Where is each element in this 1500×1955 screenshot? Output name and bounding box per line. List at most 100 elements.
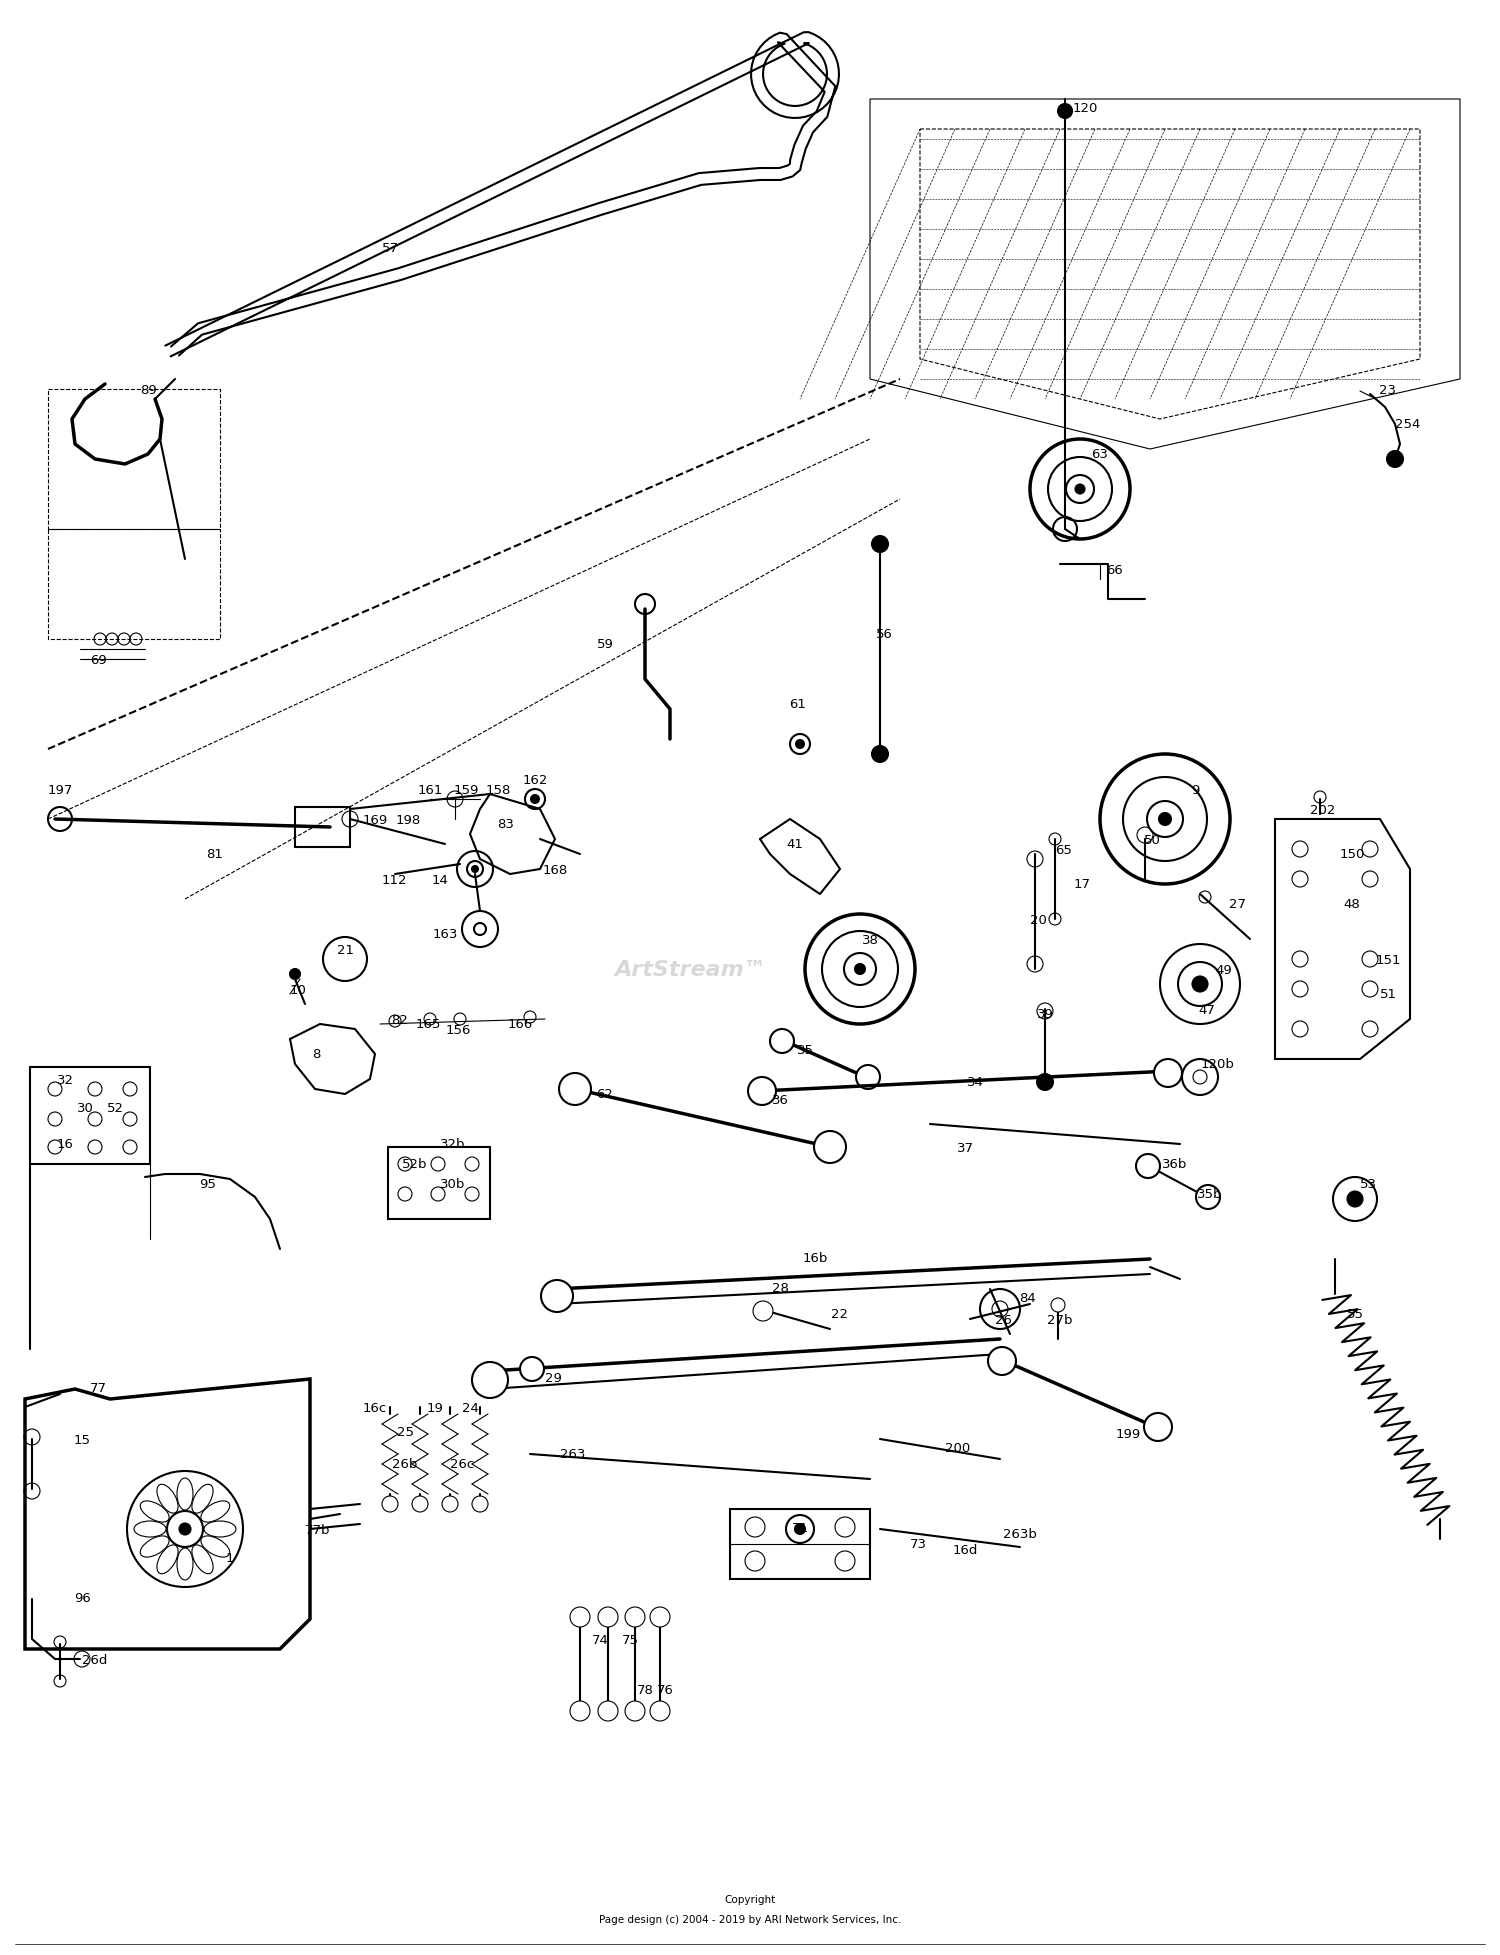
Circle shape <box>598 1607 618 1627</box>
Text: 16b: 16b <box>802 1251 828 1263</box>
Text: Page design (c) 2004 - 2019 by ARI Network Services, Inc.: Page design (c) 2004 - 2019 by ARI Netwo… <box>598 1914 902 1924</box>
Circle shape <box>1058 106 1072 119</box>
Circle shape <box>542 1281 573 1312</box>
Text: 38: 38 <box>861 933 879 946</box>
Text: 16d: 16d <box>952 1542 978 1556</box>
Text: 27: 27 <box>1230 897 1246 911</box>
Text: 28: 28 <box>771 1281 789 1294</box>
Text: 159: 159 <box>453 784 478 796</box>
Ellipse shape <box>177 1548 194 1580</box>
Circle shape <box>748 1077 776 1105</box>
Circle shape <box>855 964 865 974</box>
Circle shape <box>178 1523 190 1535</box>
Text: 17: 17 <box>1074 878 1090 891</box>
Circle shape <box>871 747 888 762</box>
Text: 199: 199 <box>1116 1427 1140 1441</box>
Text: 95: 95 <box>200 1179 216 1191</box>
Circle shape <box>1160 813 1172 825</box>
Text: 35b: 35b <box>1197 1189 1222 1200</box>
Text: 24: 24 <box>462 1402 478 1413</box>
Text: 200: 200 <box>945 1441 970 1455</box>
Text: 84: 84 <box>1020 1290 1036 1304</box>
Text: 63: 63 <box>1092 448 1108 461</box>
Text: 30b: 30b <box>441 1179 465 1191</box>
Text: 69: 69 <box>90 653 106 667</box>
Text: 71: 71 <box>792 1521 808 1535</box>
Text: 158: 158 <box>486 784 510 796</box>
Text: 8: 8 <box>312 1048 320 1062</box>
Circle shape <box>1052 1298 1065 1312</box>
Circle shape <box>474 923 486 936</box>
Text: 25: 25 <box>396 1425 414 1439</box>
Text: 263b: 263b <box>1004 1527 1036 1541</box>
Text: 41: 41 <box>786 839 804 850</box>
Text: 19: 19 <box>426 1402 444 1413</box>
Circle shape <box>871 538 888 553</box>
Circle shape <box>472 1496 488 1513</box>
Text: 75: 75 <box>621 1632 639 1646</box>
Text: 150: 150 <box>1340 848 1365 860</box>
Text: 78: 78 <box>636 1683 654 1695</box>
Text: 66: 66 <box>1107 563 1124 577</box>
Circle shape <box>1196 1185 1219 1210</box>
Text: 26: 26 <box>994 1314 1011 1325</box>
Text: 52: 52 <box>106 1101 123 1114</box>
Text: 29: 29 <box>544 1370 561 1384</box>
Text: 15: 15 <box>74 1433 90 1447</box>
Circle shape <box>413 1496 428 1513</box>
Text: 47: 47 <box>1198 1003 1215 1017</box>
Text: 56: 56 <box>876 628 892 641</box>
Circle shape <box>753 1302 772 1322</box>
Text: 32: 32 <box>57 1073 74 1085</box>
Text: 35: 35 <box>796 1042 813 1056</box>
Circle shape <box>442 1496 458 1513</box>
Text: 156: 156 <box>446 1022 471 1036</box>
Circle shape <box>1136 1153 1160 1179</box>
Text: 59: 59 <box>597 637 613 651</box>
Text: 23: 23 <box>1380 383 1396 397</box>
Text: 16: 16 <box>57 1138 74 1151</box>
Text: 198: 198 <box>396 813 420 827</box>
Text: 163: 163 <box>432 929 457 940</box>
Text: 161: 161 <box>417 784 442 796</box>
Text: 254: 254 <box>1395 418 1420 432</box>
Text: 36b: 36b <box>1162 1157 1188 1171</box>
Text: 89: 89 <box>140 383 156 397</box>
Text: 168: 168 <box>543 862 567 876</box>
Ellipse shape <box>141 1537 170 1558</box>
Circle shape <box>520 1357 544 1382</box>
Circle shape <box>626 1607 645 1627</box>
Text: 9: 9 <box>1191 784 1198 796</box>
Text: 48: 48 <box>1344 897 1360 911</box>
Ellipse shape <box>201 1501 229 1523</box>
Circle shape <box>382 1496 398 1513</box>
Circle shape <box>1076 485 1084 495</box>
Text: 120: 120 <box>1072 102 1098 115</box>
Circle shape <box>1388 452 1402 467</box>
Text: 62: 62 <box>597 1087 613 1101</box>
Circle shape <box>531 796 538 804</box>
Circle shape <box>570 1701 590 1720</box>
Text: 10: 10 <box>290 983 306 995</box>
Text: 169: 169 <box>363 813 387 827</box>
Circle shape <box>598 1701 618 1720</box>
Text: 21: 21 <box>336 942 354 956</box>
Circle shape <box>650 1607 670 1627</box>
Text: 26b: 26b <box>393 1458 417 1470</box>
Circle shape <box>980 1290 1020 1329</box>
Text: 1: 1 <box>226 1550 234 1564</box>
Circle shape <box>570 1607 590 1627</box>
Text: 52b: 52b <box>402 1157 427 1171</box>
Text: 82: 82 <box>392 1013 408 1026</box>
Text: 65: 65 <box>1056 843 1072 856</box>
Text: 263: 263 <box>561 1449 585 1460</box>
Text: 32b: 32b <box>441 1138 465 1151</box>
Circle shape <box>472 866 478 872</box>
Ellipse shape <box>158 1544 178 1574</box>
Text: 26c: 26c <box>450 1458 474 1470</box>
Text: 120b: 120b <box>1202 1058 1234 1071</box>
Ellipse shape <box>201 1537 229 1558</box>
Text: 22: 22 <box>831 1308 849 1322</box>
Text: 27b: 27b <box>1047 1314 1072 1325</box>
Text: 20: 20 <box>1029 913 1047 927</box>
